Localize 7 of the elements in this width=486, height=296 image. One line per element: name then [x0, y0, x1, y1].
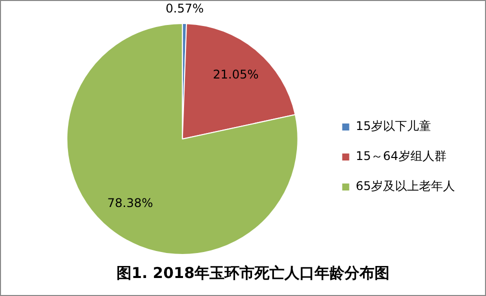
- legend-label: 15～64岁组人群: [356, 149, 446, 164]
- data-label: 21.05%: [212, 67, 259, 82]
- data-label: 78.38%: [107, 196, 154, 210]
- legend-label: 15岁以下儿童: [356, 119, 432, 134]
- legend-label: 65岁及以上老年人: [356, 179, 456, 194]
- text: 图1. 2018年玉环市死亡人口年龄分布图: [116, 264, 390, 282]
- data-label: 0.57%: [166, 2, 204, 16]
